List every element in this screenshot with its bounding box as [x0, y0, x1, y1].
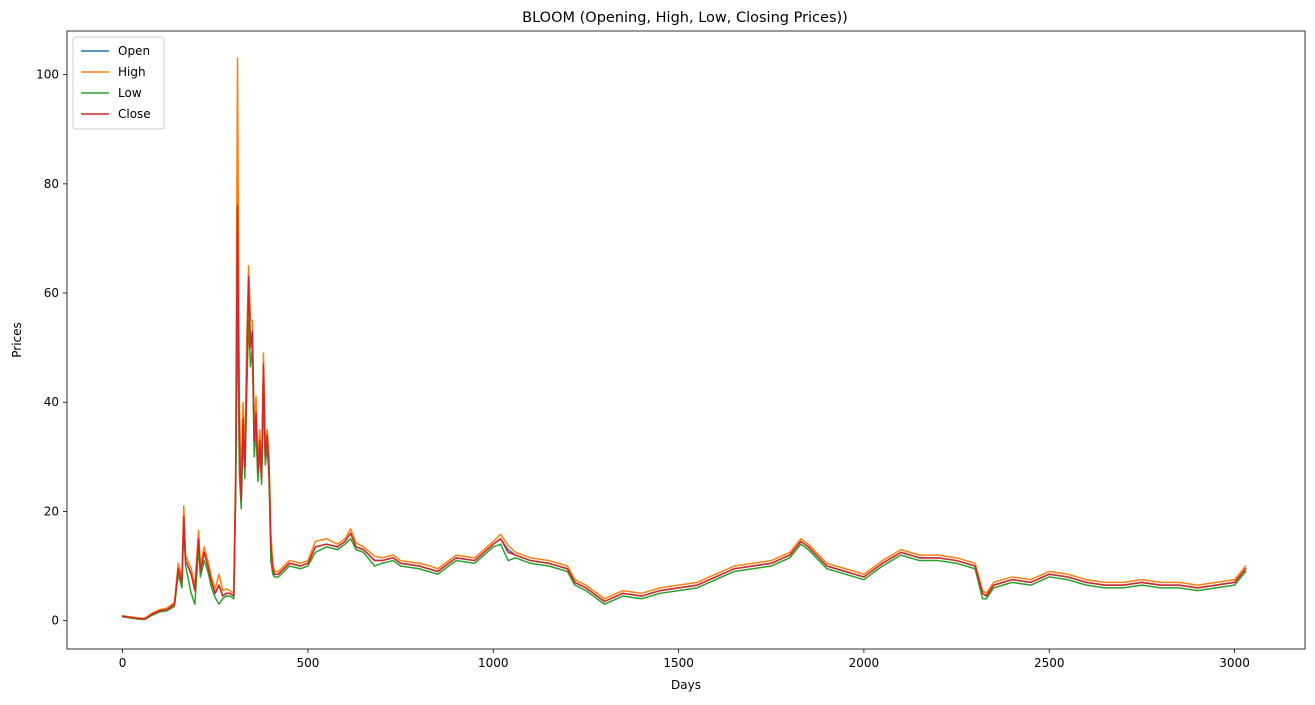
y-axis: 0 20 40 60 80 100 — [36, 68, 67, 628]
y-tick-label: 100 — [36, 68, 59, 82]
x-tick-label: 500 — [296, 656, 319, 670]
y-tick-label: 20 — [44, 504, 59, 518]
axes-frame — [66, 30, 1306, 650]
y-tick-label: 0 — [51, 614, 59, 628]
legend-label-close: Close — [118, 107, 151, 121]
x-tick-label: 3000 — [1219, 656, 1250, 670]
x-tick-label: 2000 — [849, 656, 880, 670]
x-tick-label: 1000 — [478, 656, 509, 670]
x-axis: 0 500 1000 1500 2000 2500 3000 — [119, 649, 1250, 670]
legend-box — [72, 36, 165, 130]
y-tick-label: 60 — [44, 286, 59, 300]
legend-label-high: High — [118, 65, 146, 79]
legend-label-open: Open — [118, 44, 150, 58]
series-line-low — [121, 292, 1247, 621]
y-tick-label: 40 — [44, 395, 59, 409]
y-axis-label: Prices — [10, 322, 24, 358]
legend: Open High Low Close — [72, 36, 165, 130]
y-tick-label: 80 — [44, 177, 59, 191]
x-axis-label: Days — [671, 678, 701, 692]
x-tick-label: 2500 — [1034, 656, 1065, 670]
plot-area — [66, 30, 1306, 650]
series-line-close — [121, 204, 1247, 620]
x-tick-label: 1500 — [663, 656, 694, 670]
series-layer — [121, 57, 1247, 621]
series-line-high — [121, 57, 1247, 620]
legend-label-low: Low — [118, 86, 142, 100]
chart-title: BLOOM (Opening, High, Low, Closing Price… — [522, 10, 848, 26]
x-tick-label: 0 — [119, 656, 127, 670]
